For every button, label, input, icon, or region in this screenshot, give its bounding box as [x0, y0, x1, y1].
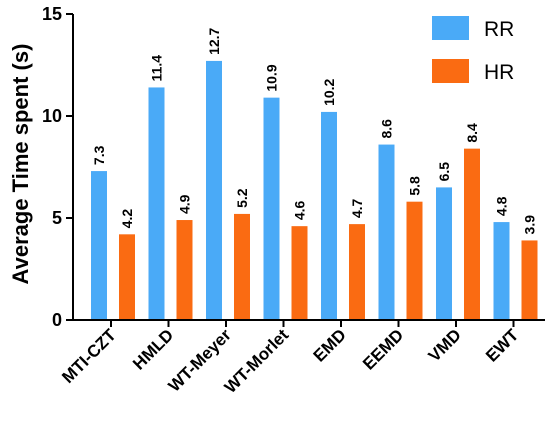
y-ticks-group: 0 5 10 15	[42, 4, 73, 330]
legend-swatch-rr	[432, 16, 469, 40]
bar-rr-hmld	[148, 87, 165, 320]
bar-hr-wt-morlet	[291, 226, 308, 320]
data-label: 12.7	[206, 27, 222, 54]
x-tick-label: EMD	[310, 325, 350, 365]
bar-hr-eemd	[406, 201, 423, 320]
bar-hr-vmd	[464, 148, 480, 320]
data-label: 8.6	[379, 119, 395, 139]
x-tick-label: EEMD	[359, 325, 407, 373]
data-label: 8.4	[464, 123, 480, 143]
data-label: 10.9	[264, 64, 280, 91]
bar-rr-vmd	[436, 187, 452, 320]
bar-rr-ewt	[493, 222, 510, 320]
data-label: 10.2	[321, 78, 337, 105]
legend-swatch-hr	[432, 59, 469, 83]
bar-hr-mti-czt	[119, 234, 135, 320]
data-label: 7.3	[91, 145, 107, 165]
data-labels-group: 7.3 11.4 12.7 10.9 10.2 8.6 6.5 4.8 4.2 4.9 5.2 4.6…	[91, 27, 538, 234]
y-tick-label: 10	[42, 106, 62, 126]
data-label: 5.2	[234, 188, 250, 208]
bar-rr-emd	[321, 111, 337, 320]
x-tick-label: EWT	[482, 325, 523, 366]
bar-rr-wt-morlet	[263, 97, 280, 320]
bar-hr-wt-meyer	[234, 213, 250, 320]
data-label: 4.7	[349, 198, 365, 218]
x-tick-label: HMLD	[129, 325, 177, 373]
y-axis-title: Average Time spent (s)	[8, 44, 33, 285]
data-label: 4.2	[119, 209, 135, 229]
bars-group	[91, 60, 538, 321]
data-label: 4.9	[177, 194, 193, 214]
legend-label-rr: RR	[484, 18, 514, 41]
data-label: 4.8	[494, 196, 510, 216]
bar-hr-ewt	[521, 240, 538, 320]
x-tick-label: VMD	[425, 325, 465, 365]
bar-rr-mti-czt	[91, 171, 107, 320]
data-label: 4.6	[292, 200, 308, 220]
data-label: 3.9	[522, 215, 538, 235]
data-label: 11.4	[149, 55, 165, 82]
x-tick-label: MTI-CZT	[58, 325, 120, 387]
bar-hr-emd	[349, 224, 365, 320]
y-tick-label: 5	[52, 208, 62, 228]
y-tick-label: 0	[52, 310, 62, 330]
y-tick-label: 15	[42, 4, 62, 24]
bar-hr-hmld	[176, 220, 193, 320]
legend: RR HR	[432, 16, 514, 84]
bar-rr-eemd	[378, 144, 395, 320]
axes-group	[72, 14, 545, 321]
bar-rr-wt-meyer	[206, 60, 222, 321]
data-label: 6.5	[436, 162, 452, 182]
legend-label-hr: HR	[484, 61, 514, 84]
data-label: 5.8	[407, 176, 423, 196]
